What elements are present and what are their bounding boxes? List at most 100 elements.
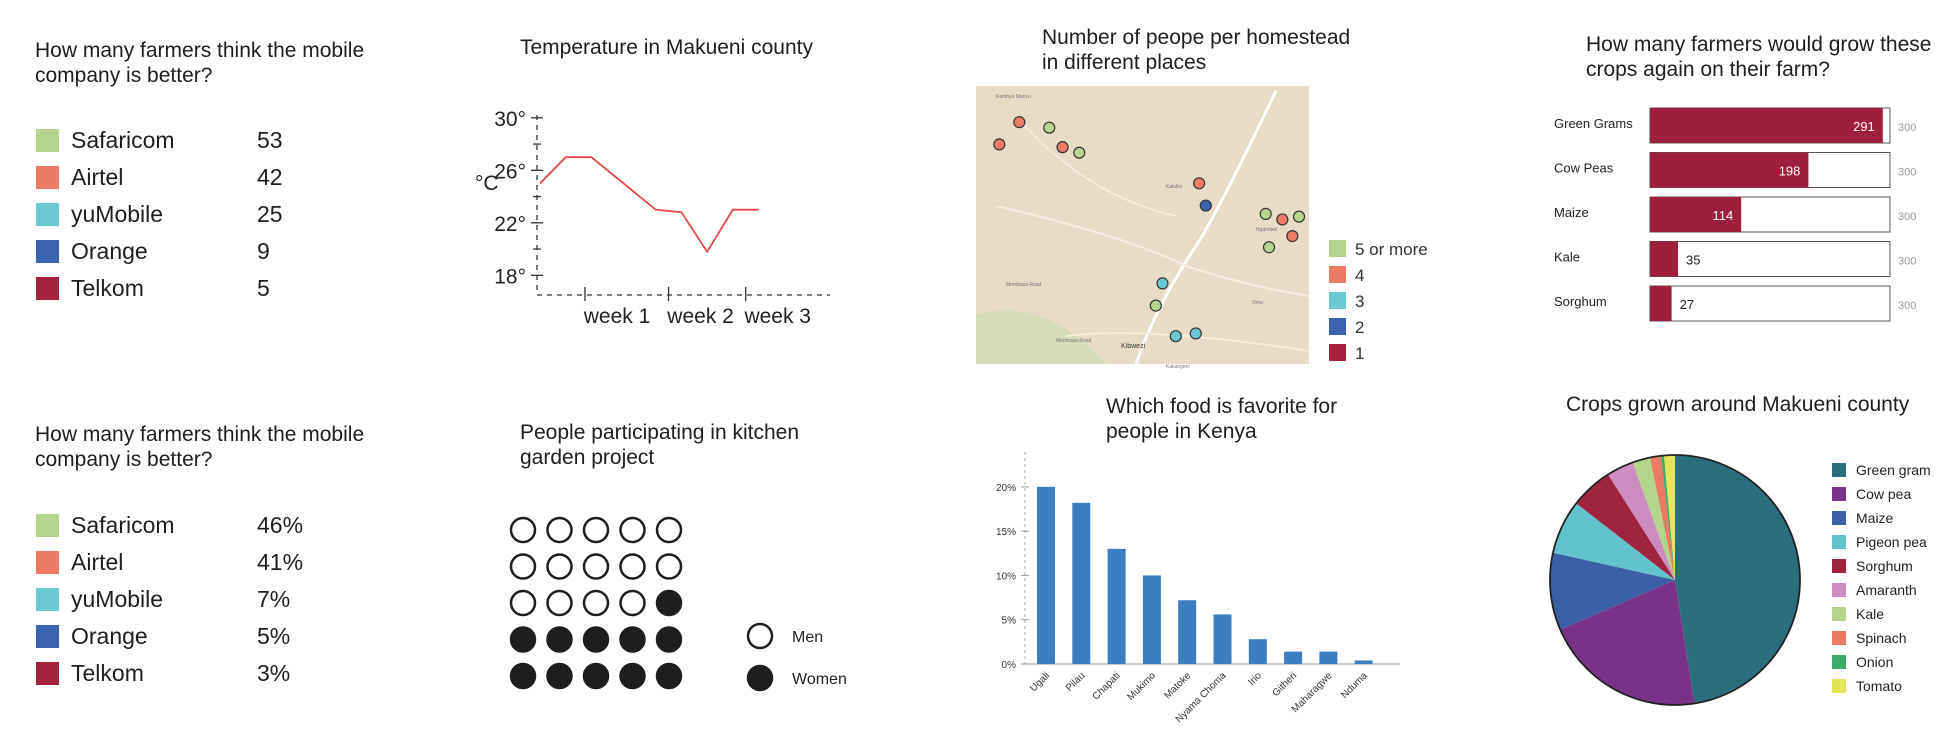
x-tick-label: Matoke [1162,670,1193,701]
bar-value-label: 27 [1680,297,1694,312]
pictogram-chart: Men Women [509,516,847,692]
legend-label: Airtel [71,549,124,575]
legend-label: Telkom [71,275,144,301]
legend-swatch [36,662,59,685]
pie-slice [1660,455,1675,580]
pie-slice [1560,580,1695,705]
men-marker [655,553,683,580]
legend-swatch [36,625,59,648]
map-chart: Kambya Munyu Kalulini Ngandani Kibwezi Kakan… [976,86,1428,370]
women-marker [582,662,610,690]
women-marker [546,626,573,653]
map-place-label: Kakangeni [1166,364,1190,370]
chart-title: How many farmers would grow these crops … [1586,33,1932,81]
legend-label: yuMobile [71,201,164,227]
legend-label: Women [792,671,847,688]
map-park-area [976,310,1106,364]
mobile-company-count-panel: How many farmers think the mobile compan… [0,0,440,360]
kitchen-garden-panel: People participating in kitchen garden p… [440,380,920,748]
legend-swatch [36,551,59,574]
y-axis-label: °C [475,172,499,195]
men-marker [546,516,573,544]
homestead-point [1199,199,1212,212]
bar-chart: Green Grams 291 300 Cow Peas 198 300 Maize 114 3… [1554,107,1916,322]
y-tick-label: 22° [494,213,526,236]
legend-value: 25 [257,201,283,227]
men-marker [582,516,610,544]
legend-value: 5% [257,623,291,649]
x-tick-label: Chapati [1091,670,1123,702]
legend-label: Airtel [71,164,124,190]
legend-label: Telkom [71,660,144,686]
legend-swatch [36,166,59,189]
bar [1072,502,1091,664]
homestead-point [1259,207,1272,220]
legend-label: Sorghum [1856,558,1913,574]
y-tick-label: 10% [996,571,1016,582]
women-marker [655,626,683,653]
legend-label: Green gram [1856,462,1931,478]
homestead-point [1013,116,1026,129]
men-marker [619,516,646,544]
bar [1107,548,1126,664]
map-place-label: Ngandani [1256,227,1277,233]
legend-swatch [1329,292,1346,309]
bar-value-label: 291 [1853,119,1875,134]
map-place-label: Kambya Munyu [996,94,1031,100]
homestead-point [1286,230,1299,243]
women-marker [619,626,646,653]
legend-swatch [36,277,59,300]
legend-swatch [1329,318,1346,335]
legend-swatch [1832,487,1846,501]
chart-title: Crops grown around Makueni county [1566,393,1910,416]
legend-swatch [1832,607,1846,621]
women-marker [655,662,683,690]
homestead-point [1193,177,1206,190]
bar-max-label: 300 [1898,122,1916,134]
y-tick-label: 15% [996,527,1016,538]
bar-max-label: 300 [1898,256,1916,268]
legend-swatch [1832,535,1846,549]
legend-swatch [1832,463,1846,477]
homestead-point [1189,327,1202,340]
homestead-point [1169,330,1182,343]
legend-swatch [1832,679,1846,693]
legend-men-marker [746,622,774,650]
bar-category-label: Sorghum [1554,294,1607,309]
bar [1142,575,1161,664]
pie-slice [1550,552,1675,630]
legend-label: 5 or more [1355,240,1428,259]
bar [1354,660,1373,664]
pie-slice [1553,503,1675,580]
map-road [1015,115,1177,217]
men-marker [509,589,537,617]
y-tick-label: 30° [494,108,526,131]
homestead-point [1056,141,1069,154]
bar [1650,241,1678,277]
bar-track [1649,285,1891,322]
bar-value-label: 35 [1686,253,1700,268]
x-tick-label: Ugali [1028,670,1052,694]
legend-label: Onion [1856,654,1893,670]
x-tick-label: Githeri [1271,670,1300,699]
bar-value-label: 198 [1779,164,1801,179]
legend-women-marker [746,664,774,692]
legend-label: 2 [1355,318,1364,337]
bar-chart: 0% 5% 10% 15% 20% Ugali Pilau Chapati Mukimo Mato… [996,452,1400,725]
legend-value: 7% [257,586,291,612]
bar [1037,486,1055,664]
homestead-point [1043,121,1056,134]
legend-swatch [36,514,59,537]
map-road [995,205,1310,297]
bar-value-label: 114 [1712,208,1733,223]
women-marker [509,662,537,690]
legend-swatch [1329,266,1346,283]
homestead-point [1292,210,1306,223]
legend-value: 42 [257,164,283,190]
x-tick-label: Mukimo [1125,670,1158,703]
women-marker [582,626,610,653]
line-chart: 30° 26° 22° 18° °C week 1 week 2 week 3 [475,108,830,328]
legend-value: 53 [257,127,283,153]
bar-track [1649,241,1891,277]
men-marker [619,589,646,617]
